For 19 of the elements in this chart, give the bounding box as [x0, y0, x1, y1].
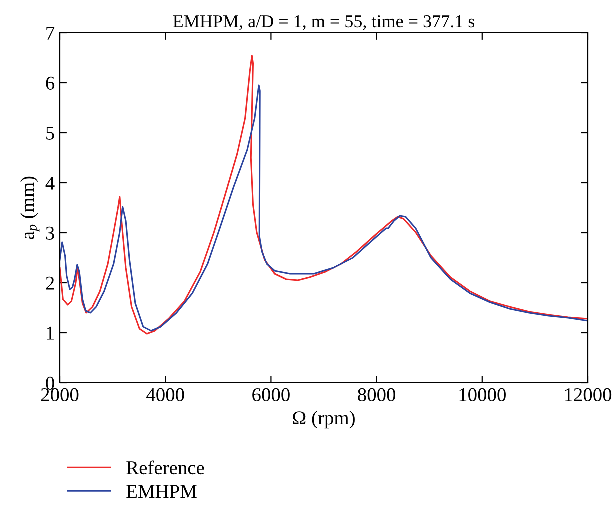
legend-label: Reference — [126, 460, 204, 475]
y-tick-label: 2 — [46, 276, 54, 290]
x-tick-label: 12000 — [565, 388, 612, 402]
chart-title: EMHPM, a/D = 1, m = 55, time = 377.1 s — [173, 15, 475, 30]
x-tick-label: 2000 — [41, 388, 79, 402]
x-tick-label: 6000 — [252, 388, 290, 402]
y-tick-label: 4 — [46, 176, 55, 190]
x-tick-label: 4000 — [146, 388, 184, 402]
x-tick-label: 10000 — [460, 388, 506, 402]
x-axis-title: Ω (rpm) — [293, 411, 355, 429]
x-tick-label: 8000 — [358, 388, 396, 402]
y-tick-label: 1 — [47, 326, 54, 340]
y-axis-title: a$_{p}$ (mm) — [20, 176, 40, 240]
y-tick-label: 7 — [46, 27, 55, 40]
legend-label: EMHPM — [126, 485, 197, 498]
y-tick-label: 0 — [46, 376, 54, 390]
y-tick-label: 5 — [46, 127, 54, 140]
y-tick-label: 6 — [46, 76, 55, 90]
y-tick-label: 3 — [46, 226, 54, 240]
